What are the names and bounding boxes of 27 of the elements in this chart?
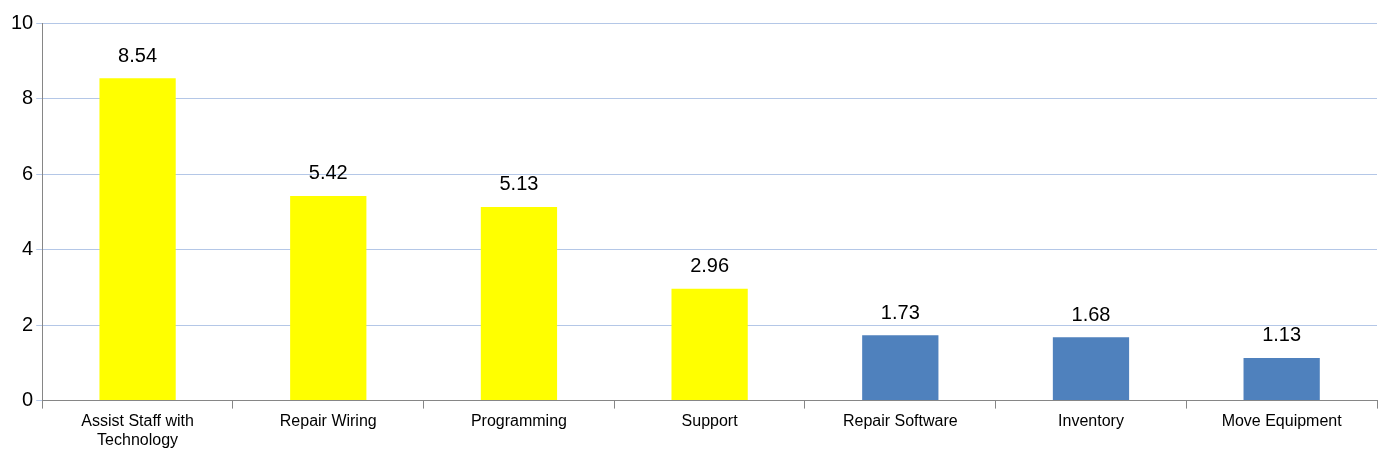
y-tick-label: 4 [22, 237, 34, 260]
x-tick-label: Repair Wiring [279, 411, 377, 429]
y-tick-label: 6 [22, 161, 34, 184]
x-tick-label: Programming [470, 411, 567, 429]
y-tick-label: 0 [22, 388, 34, 411]
data-label: 5.13 [499, 172, 539, 195]
y-tick-label: 10 [11, 10, 34, 33]
x-tick-label: Assist Staff with Technology [81, 411, 194, 448]
bar [290, 195, 367, 401]
bar [99, 78, 176, 401]
x-tick-label: Support [681, 411, 739, 429]
y-tick-label: 2 [22, 312, 34, 335]
bar [1243, 357, 1320, 401]
data-label: 2.96 [690, 254, 730, 277]
bar [480, 206, 558, 401]
data-label: 1.68 [1071, 302, 1111, 325]
bar [671, 288, 748, 401]
x-tick-label: Inventory [1058, 411, 1124, 429]
data-label: 1.73 [880, 300, 920, 323]
y-tick-label: 8 [22, 86, 34, 109]
x-tick-label: Move Equipment [1221, 411, 1343, 429]
data-label: 8.54 [118, 43, 158, 66]
bar [862, 335, 939, 401]
x-tick-label: Repair Software [842, 411, 958, 429]
data-label: 1.13 [1262, 323, 1302, 346]
bar [1052, 337, 1130, 401]
data-label: 5.42 [308, 161, 348, 184]
